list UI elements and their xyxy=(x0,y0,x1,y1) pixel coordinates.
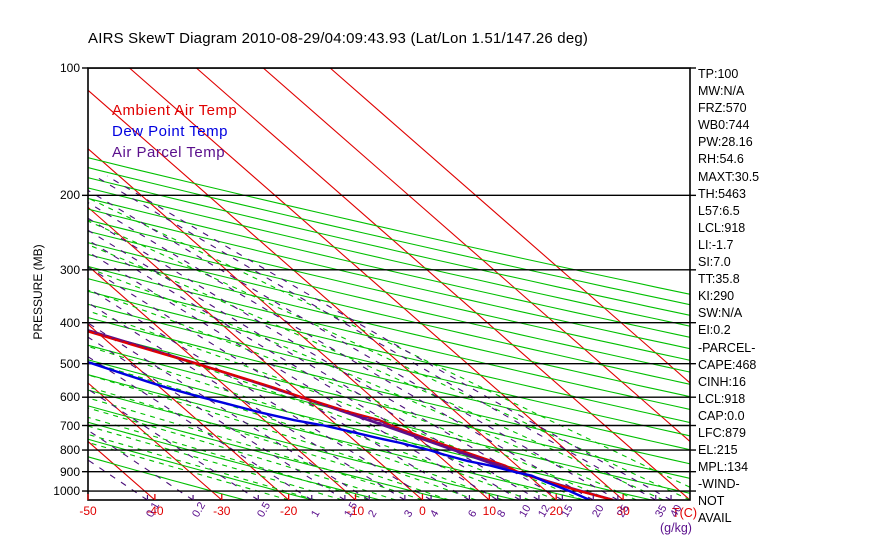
sounding-param-0: TP:100 xyxy=(698,67,739,81)
sounding-param-11: SI:7.0 xyxy=(698,255,731,270)
sounding-param-7: TH:5463 xyxy=(698,186,746,201)
pressure-tick-100: 100 xyxy=(59,61,80,75)
pressure-tick-800: 800 xyxy=(59,443,80,458)
bottom-temp-tick--20: -20 xyxy=(279,504,298,518)
sounding-param-19: LCL:918 xyxy=(698,391,746,406)
sounding-param-1: MW:N/A xyxy=(698,84,745,99)
bottom-temp-tick-10: 10 xyxy=(482,504,497,518)
sounding-param-15: EI:0.2 xyxy=(698,323,731,338)
pressure-tick-700: 700 xyxy=(59,418,80,433)
bottom-temp-tick-30: 30 xyxy=(616,504,630,518)
sounding-param-4: PW:28.16 xyxy=(698,135,753,150)
sounding-param-14: SW:N/A xyxy=(698,306,743,321)
mixing-ratio-units-label: (g/kg) xyxy=(660,521,692,535)
sounding-param-3: WB0:744 xyxy=(698,118,750,133)
legend-dew-point-temp: Dew Point Temp xyxy=(112,123,228,140)
sounding-parameters-panel: TP:100 MW:N/A FRZ:570 WB0:744 PW:28.16 RH:54.… xyxy=(698,66,863,528)
pressure-tick-600: 600 xyxy=(59,390,80,405)
sounding-param-2: FRZ:570 xyxy=(698,101,747,116)
x-axis-temperature-label: T(C) xyxy=(672,506,697,520)
sounding-param-24: -WIND- xyxy=(698,477,740,492)
sounding-param-20: CAP:0.0 xyxy=(698,408,745,423)
legend-air-parcel-temp: Air Parcel Temp xyxy=(112,144,226,161)
sounding-param-18: CINH:16 xyxy=(698,374,746,389)
pressure-tick-300: 300 xyxy=(59,262,80,277)
sounding-param-5: RH:54.6 xyxy=(698,152,744,167)
sounding-param-10: LI:-1.7 xyxy=(698,237,734,252)
sounding-param-22: EL:215 xyxy=(698,443,738,458)
sounding-param-23: MPL:134 xyxy=(698,460,749,475)
pressure-tick-1000: 1000 xyxy=(53,484,80,499)
bottom-temp-tick--40: -40 xyxy=(146,504,164,518)
sounding-param-25: NOT xyxy=(698,494,725,509)
bottom-temp-tick-0: 0 xyxy=(419,504,426,518)
pressure-tick-900: 900 xyxy=(59,464,80,479)
bottom-temp-tick-20: 20 xyxy=(549,504,563,518)
bottom-temp-tick--10: -10 xyxy=(346,504,365,518)
bottom-temp-tick--30: -30 xyxy=(213,504,231,518)
sounding-param-16: -PARCEL- xyxy=(698,340,756,355)
chart-title: AIRS SkewT Diagram 2010-08-29/04:09:43.9… xyxy=(88,30,589,47)
sounding-param-13: KI:290 xyxy=(698,289,735,304)
sounding-param-8: L57:6.5 xyxy=(698,203,740,218)
sounding-param-9: LCL:918 xyxy=(698,220,746,235)
bottom-temp-tick--50: -50 xyxy=(79,504,97,518)
pressure-tick-500: 500 xyxy=(59,356,80,371)
sounding-param-26: AVAIL xyxy=(698,511,732,526)
sounding-param-6: MAXT:30.5 xyxy=(698,169,760,184)
sounding-param-12: TT:35.8 xyxy=(698,272,740,287)
pressure-tick-200: 200 xyxy=(59,188,80,203)
sounding-param-17: CAPE:468 xyxy=(698,357,757,372)
legend-ambient-air-temp: Ambient Air Temp xyxy=(112,102,238,119)
sounding-param-21: LFC:879 xyxy=(698,425,746,440)
pressure-tick-400: 400 xyxy=(59,315,80,330)
